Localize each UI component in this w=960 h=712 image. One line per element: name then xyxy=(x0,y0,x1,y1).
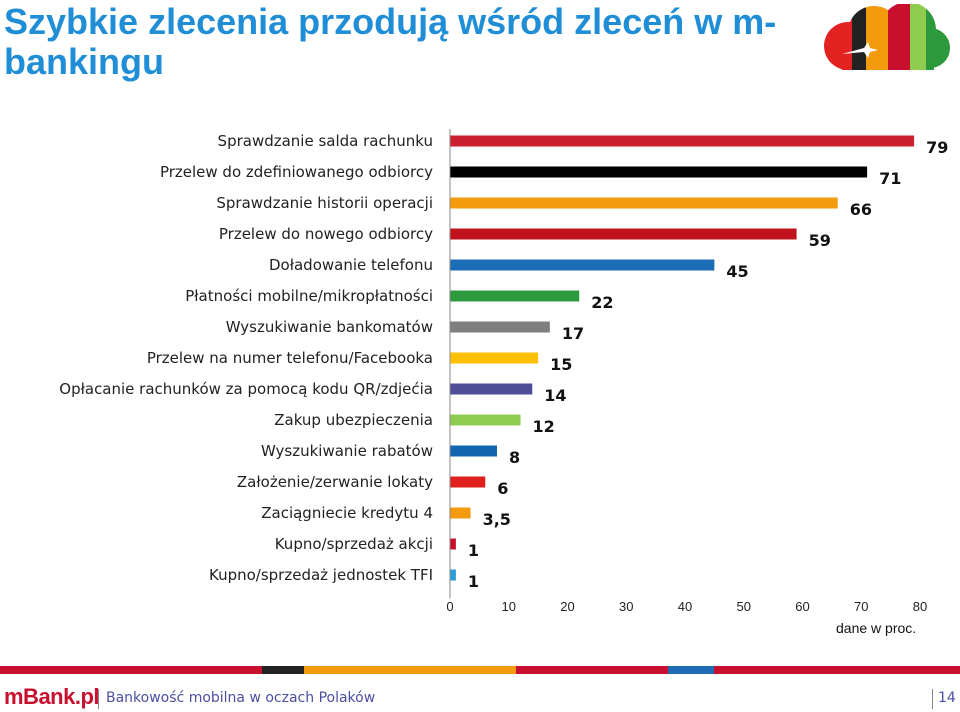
footer-subtitle: Bankowość mobilna w oczach Polaków xyxy=(106,690,376,706)
value-label: 17 xyxy=(562,324,584,343)
bar xyxy=(450,259,715,271)
color-stripe xyxy=(0,666,960,674)
category-label: Płatności mobilne/mikropłatności xyxy=(185,287,433,305)
page-number: 14 xyxy=(938,690,956,706)
x-tick-label: 10 xyxy=(502,599,516,614)
value-label: 1 xyxy=(468,541,479,560)
category-label: Doładowanie telefonu xyxy=(269,256,433,274)
bar xyxy=(450,414,521,426)
value-label: 12 xyxy=(533,417,555,436)
bar xyxy=(450,445,497,457)
stripe-segment xyxy=(304,666,516,674)
category-label: Sprawdzanie salda rachunku xyxy=(218,132,433,150)
bar xyxy=(450,321,550,333)
unit-note: dane w proc. xyxy=(836,620,917,636)
category-label: Zaciągniecie kredytu 4 xyxy=(261,504,433,522)
brand-logo[interactable]: mBank.pl xyxy=(4,684,100,709)
category-label: Wyszukiwanie rabatów xyxy=(261,442,433,460)
bar xyxy=(450,166,868,178)
value-label: 45 xyxy=(726,262,748,281)
bar xyxy=(450,507,471,519)
value-label: 66 xyxy=(850,200,872,219)
brand-cloud-logo xyxy=(824,4,950,70)
page-title: Szybkie zlecenia przodują wśród zleceń w… xyxy=(4,1,777,82)
value-label: 71 xyxy=(879,169,901,188)
stripe-segment xyxy=(262,666,304,674)
value-label: 1 xyxy=(468,572,479,591)
x-tick-label: 20 xyxy=(560,599,574,614)
category-label: Kupno/sprzedaż akcji xyxy=(275,535,433,553)
value-label: 22 xyxy=(591,293,613,312)
x-tick-label: 70 xyxy=(854,599,868,614)
value-label: 79 xyxy=(926,138,948,157)
bar xyxy=(450,383,533,395)
x-tick-label: 40 xyxy=(678,599,692,614)
category-label: Założenie/zerwanie lokaty xyxy=(237,473,433,491)
category-label: Sprawdzanie historii operacji xyxy=(216,194,433,212)
bar xyxy=(450,135,915,147)
stripe-segment xyxy=(516,666,668,674)
bar xyxy=(450,569,456,581)
x-tick-label: 30 xyxy=(619,599,633,614)
stripe-segment xyxy=(714,666,960,674)
category-label: Kupno/sprzedaż jednostek TFI xyxy=(209,566,433,584)
stripe-segment xyxy=(0,666,262,674)
x-tick-label: 0 xyxy=(446,599,453,614)
footer-divider xyxy=(98,689,99,709)
value-label: 15 xyxy=(550,355,572,374)
category-label: Zakup ubezpieczenia xyxy=(274,411,433,429)
bar xyxy=(450,352,539,364)
value-label: 8 xyxy=(509,448,520,467)
category-label: Wyszukiwanie bankomatów xyxy=(226,318,433,336)
bar xyxy=(450,197,838,209)
bar xyxy=(450,228,797,240)
category-label: Przelew na numer telefonu/Facebooka xyxy=(147,349,433,367)
x-tick-label: 60 xyxy=(795,599,809,614)
value-label: 14 xyxy=(544,386,566,405)
category-label: Opłacanie rachunków za pomocą kodu QR/zd… xyxy=(59,380,433,398)
stripe-segment xyxy=(668,666,714,674)
x-tick-label: 50 xyxy=(737,599,751,614)
bar xyxy=(450,290,580,302)
bar-chart: Sprawdzanie salda rachunku 79 Przelew do z… xyxy=(59,129,948,614)
footer-divider xyxy=(932,689,933,709)
value-label: 6 xyxy=(497,479,508,498)
value-label: 3,5 xyxy=(483,510,511,529)
bar xyxy=(450,476,486,488)
category-label: Przelew do nowego odbiorcy xyxy=(219,225,433,243)
footer: mBank.pl Bankowość mobilna w oczach Pola… xyxy=(0,680,960,712)
value-label: 59 xyxy=(809,231,831,250)
bar xyxy=(450,538,456,550)
x-tick-label: 80 xyxy=(913,599,927,614)
category-label: Przelew do zdefiniowanego odbiorcy xyxy=(160,163,433,181)
